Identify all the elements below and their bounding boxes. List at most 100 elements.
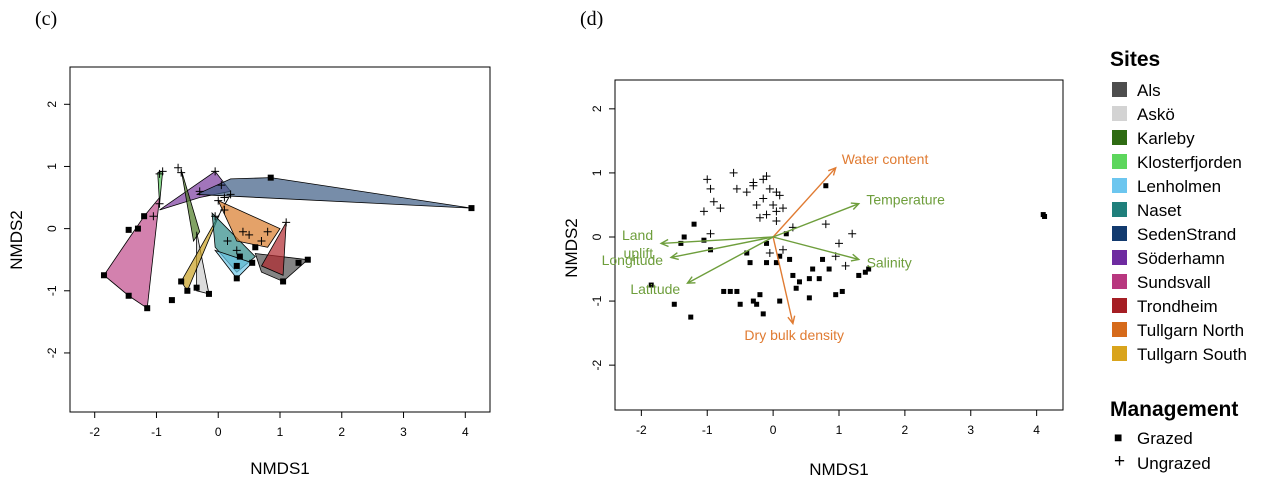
legend: Sites Als Askö Karleby Klosterfjorden Lenhol… [1110,48,1247,473]
ungrazed-point [759,194,768,203]
legend-management-label: Grazed [1137,429,1193,448]
ungrazed-point [716,204,725,213]
grazed-point [793,285,799,291]
grazed-point [856,272,862,278]
panel-c-y-axis: -2 -1 0 1 2 [45,101,70,358]
grazed-point [249,259,256,266]
grazed-point [773,260,779,266]
ungrazed-point [779,245,787,254]
y-tick-label: -1 [590,295,604,306]
x-tick-label: 3 [400,425,407,439]
grazed-point [688,314,694,320]
grazed-point [833,292,839,298]
grazed-point [777,253,783,259]
vector-label: Latitude [630,281,680,297]
grazed-point [233,262,240,269]
vector-arrowhead [850,253,861,262]
ungrazed-point [263,227,272,236]
y-tick-label: 0 [45,225,59,232]
legend-site-label: Askö [1137,105,1175,124]
ungrazed-point [195,187,204,196]
grazed-point [691,221,697,227]
legend-site-label: SedenStrand [1137,225,1236,244]
ungrazed-point [821,220,830,229]
grazed-point [747,260,753,266]
x-tick-label: -1 [151,425,162,439]
ungrazed-point [232,246,241,255]
grazed-point [1042,213,1048,219]
grazed-point [866,266,872,272]
legend-site-label: Söderhamn [1137,249,1225,268]
ungrazed-point [238,227,247,236]
ungrazed-point [257,237,266,246]
grazed-point [252,244,259,251]
panel-c-y-axis-title: NMDS2 [7,210,26,270]
grazed-point [823,183,829,189]
panel-c: (c) -2 -1 0 1 2 3 4 -2 -1 0 1 2 NMDS1 NMDS2 [7,8,491,478]
legend-site-label: Trondheim [1137,297,1218,316]
legend-swatch-sundsvall [1112,274,1127,289]
panel-d-x-axis-title: NMDS1 [809,460,869,479]
vector-label: Temperature [866,191,945,207]
vector-label-line: Land [622,227,653,243]
grazed-point [757,292,763,298]
vector-arrowhead [659,238,669,248]
vector-arrow [772,236,859,261]
vector-arrow [687,236,774,284]
grazed-point [681,234,687,240]
ungrazed-point [214,196,223,205]
legend-swatch-klosterfjorden [1112,154,1127,169]
hull-tullgarn-north [217,199,281,248]
ungrazed-point [759,175,768,184]
ungrazed-point [752,200,761,209]
ungrazed-point [765,184,774,193]
grazed-point [193,284,200,291]
ungrazed-point [709,197,718,206]
grazed-point [806,295,812,301]
hull-klosterfjorden [157,170,164,204]
hull-sedenstrand [196,177,472,209]
legend-management-label: Ungrazed [1137,454,1211,473]
ungrazed-point [223,237,232,246]
grazed-point [764,240,770,246]
y-tick-label: -2 [45,347,59,358]
grazed-point [125,292,132,299]
y-tick-label: 1 [590,169,604,176]
x-tick-label: -2 [89,425,100,439]
ungrazed-point [772,207,781,216]
ungrazed-point [211,212,220,221]
ungrazed-point [220,205,229,214]
grazed-symbol-icon: ■ [1114,429,1122,445]
grazed-point [144,305,151,312]
grazed-point [862,269,868,275]
legend-site-label: Karleby [1137,129,1195,148]
grazed-point [806,276,812,282]
ungrazed-point [282,218,291,227]
legend-sites-title: Sites [1110,48,1160,71]
ungrazed-point [149,212,158,221]
ungrazed-point [835,239,843,248]
grazed-point [134,225,141,232]
ungrazed-point [769,200,778,209]
ungrazed-point [217,181,226,190]
ungrazed-point [729,168,738,177]
hull-sundsvall [103,196,161,309]
ungrazed-point [742,188,751,197]
vector-label: Longitude [602,252,664,268]
grazed-point [701,237,707,243]
grazed-point [100,272,107,279]
grazed-point [280,278,287,285]
vector-arrow [772,236,794,324]
x-tick-label: 4 [462,425,469,439]
grazed-point [734,288,740,294]
grazed-point [787,256,793,262]
grazed-point [125,226,132,233]
grazed-point [744,250,750,256]
grazed-point [796,279,802,285]
ungrazed-point [174,163,183,172]
legend-swatch-ask- [1112,106,1127,121]
grazed-point [236,253,243,260]
vector-arrowhead [686,276,696,284]
x-tick-label: 2 [338,425,345,439]
